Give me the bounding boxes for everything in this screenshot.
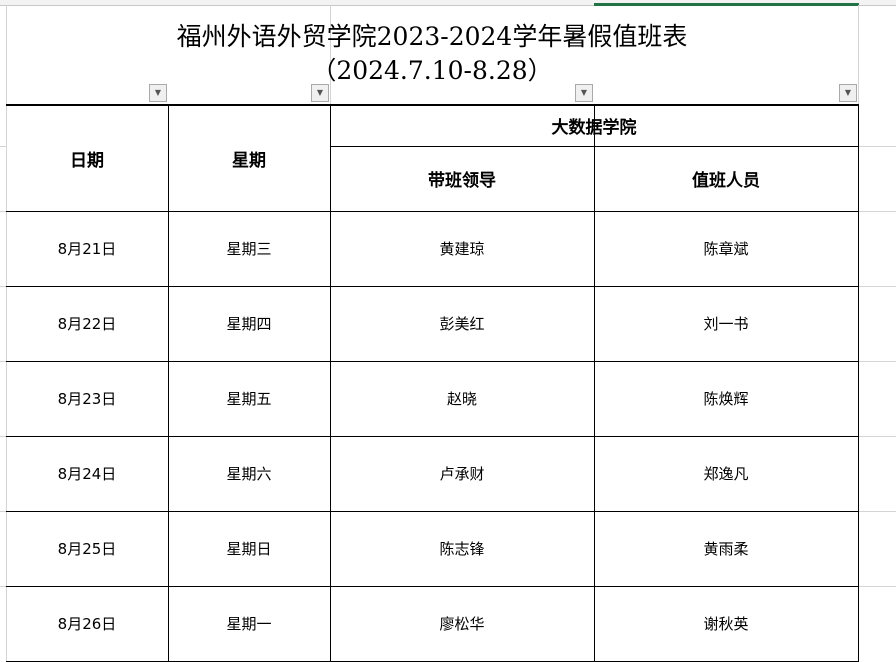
cell-leader[interactable]: 彭美红 [439,315,485,333]
header-staff[interactable]: 值班人员 [692,171,760,191]
sheet-title-block[interactable]: 福州外语外贸学院2023-2024学年暑假值班表 （2024.7.10-8.28… [6,20,858,88]
cell-staff[interactable]: 刘一书 [703,315,749,333]
sheet-title: 福州外语外贸学院2023-2024学年暑假值班表 [176,22,688,51]
cell-border [594,104,595,661]
gridline [0,436,6,437]
gridline [330,5,331,105]
cell-border [6,211,859,212]
cell-weekday[interactable]: 星期三 [226,240,272,258]
cell-leader[interactable]: 黄建琼 [439,240,485,258]
cell-date[interactable]: 8月26日 [57,615,117,633]
cell-weekday[interactable]: 星期五 [226,390,272,408]
cell-leader[interactable]: 赵晓 [446,390,477,408]
cell-weekday[interactable]: 星期日 [226,540,272,558]
sheet-subtitle: （2024.7.10-8.28） [311,56,553,85]
gridline [6,5,7,661]
cell-border [858,104,859,661]
cell-border [6,286,859,287]
gridline [858,146,896,147]
gridline [859,436,896,437]
cell-border [6,104,859,106]
gridline [0,361,6,362]
filter-dropdown-button[interactable]: ▼ [311,84,329,102]
cell-staff[interactable]: 陈章斌 [703,240,749,258]
cell-leader[interactable]: 陈志锋 [439,540,485,558]
gridline [859,586,896,587]
gridline [858,5,859,105]
gridline [0,146,6,147]
cell-date[interactable]: 8月25日 [57,540,117,558]
cell-staff[interactable]: 陈焕辉 [703,390,749,408]
gridline [0,511,6,512]
filter-dropdown-button[interactable]: ▼ [149,84,167,102]
header-date[interactable]: 日期 [70,150,104,171]
gridline [0,586,6,587]
gridline [859,361,896,362]
column-header-strip [0,0,896,6]
cell-date[interactable]: 8月23日 [57,390,117,408]
filter-dropdown-button[interactable]: ▼ [575,84,593,102]
gridline [859,511,896,512]
gridline [859,211,896,212]
cell-border [6,436,859,437]
cell-border [6,511,859,512]
gridline [0,211,6,212]
header-weekday[interactable]: 星期 [232,150,266,171]
cell-border [168,104,169,661]
cell-date[interactable]: 8月21日 [57,240,117,258]
cell-weekday[interactable]: 星期四 [226,315,272,333]
cell-staff[interactable]: 郑逸凡 [703,465,749,483]
cell-leader[interactable]: 廖松华 [439,615,485,633]
header-leader[interactable]: 带班领导 [428,171,496,191]
cell-staff[interactable]: 黄雨柔 [703,540,749,558]
cell-date[interactable]: 8月22日 [57,315,117,333]
cell-border [6,586,859,587]
cell-weekday[interactable]: 星期六 [226,465,272,483]
cell-border [6,361,859,362]
gridline [0,286,6,287]
cell-date[interactable]: 8月24日 [57,465,117,483]
cell-leader[interactable]: 卢承财 [439,465,485,483]
gridline [859,286,896,287]
filter-dropdown-button[interactable]: ▼ [839,84,857,102]
selected-column-indicator [594,3,859,6]
cell-weekday[interactable]: 星期一 [226,615,272,633]
cell-staff[interactable]: 谢秋英 [703,615,749,633]
cell-border [330,104,331,661]
